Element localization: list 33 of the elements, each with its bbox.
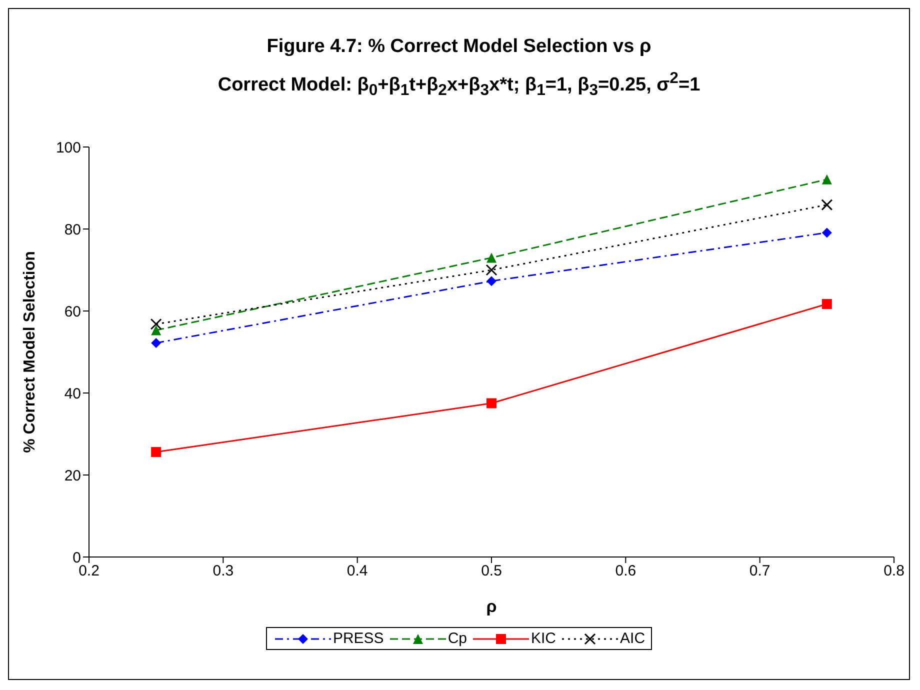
y-tick-label: 80 — [64, 221, 81, 238]
point — [150, 318, 162, 330]
x-tick-label: 0.2 — [78, 562, 100, 580]
y-axis-title: % Correct Model Selection — [22, 251, 39, 454]
x-tick-label: 0.8 — [884, 562, 904, 580]
point — [822, 299, 832, 310]
x-tick-label: 0.4 — [346, 562, 368, 580]
x-tick-label: 0.3 — [212, 562, 234, 580]
y-tick-label: 0 — [72, 549, 81, 566]
legend-label: PRESS — [332, 630, 384, 648]
y-tick-label: 100 — [56, 139, 81, 156]
point — [151, 325, 162, 336]
point — [821, 199, 833, 211]
point — [486, 276, 496, 286]
x-tick-label: 0.5 — [481, 562, 502, 580]
point — [822, 174, 832, 185]
point — [486, 252, 496, 263]
point — [486, 264, 498, 276]
chart-title: Figure 4.7: % Correct Model Selection vs ρ — [266, 35, 652, 59]
x-tick-label: 0.7 — [749, 562, 770, 580]
y-tick-label: 60 — [64, 303, 81, 320]
x-axis-title: ρ — [486, 597, 497, 616]
point — [151, 447, 162, 458]
y-tick-label: 20 — [64, 467, 81, 484]
text: Correct Model: β$_{0}$+β$_{1}$t+β$_{2}$x+β$_{3}$x*t; β$_{1}$=1, β$_{3}$=0.25, σ$^{2}$=1 — [218, 70, 700, 100]
legend-label: Cp — [448, 630, 467, 648]
point — [486, 398, 496, 408]
y-tick-label: 40 — [64, 385, 81, 402]
x-tick-label: 0.6 — [615, 562, 636, 580]
legend-label: KIC — [531, 630, 556, 648]
point — [822, 228, 832, 238]
legend-label: AIC — [620, 630, 646, 648]
point — [151, 338, 162, 348]
